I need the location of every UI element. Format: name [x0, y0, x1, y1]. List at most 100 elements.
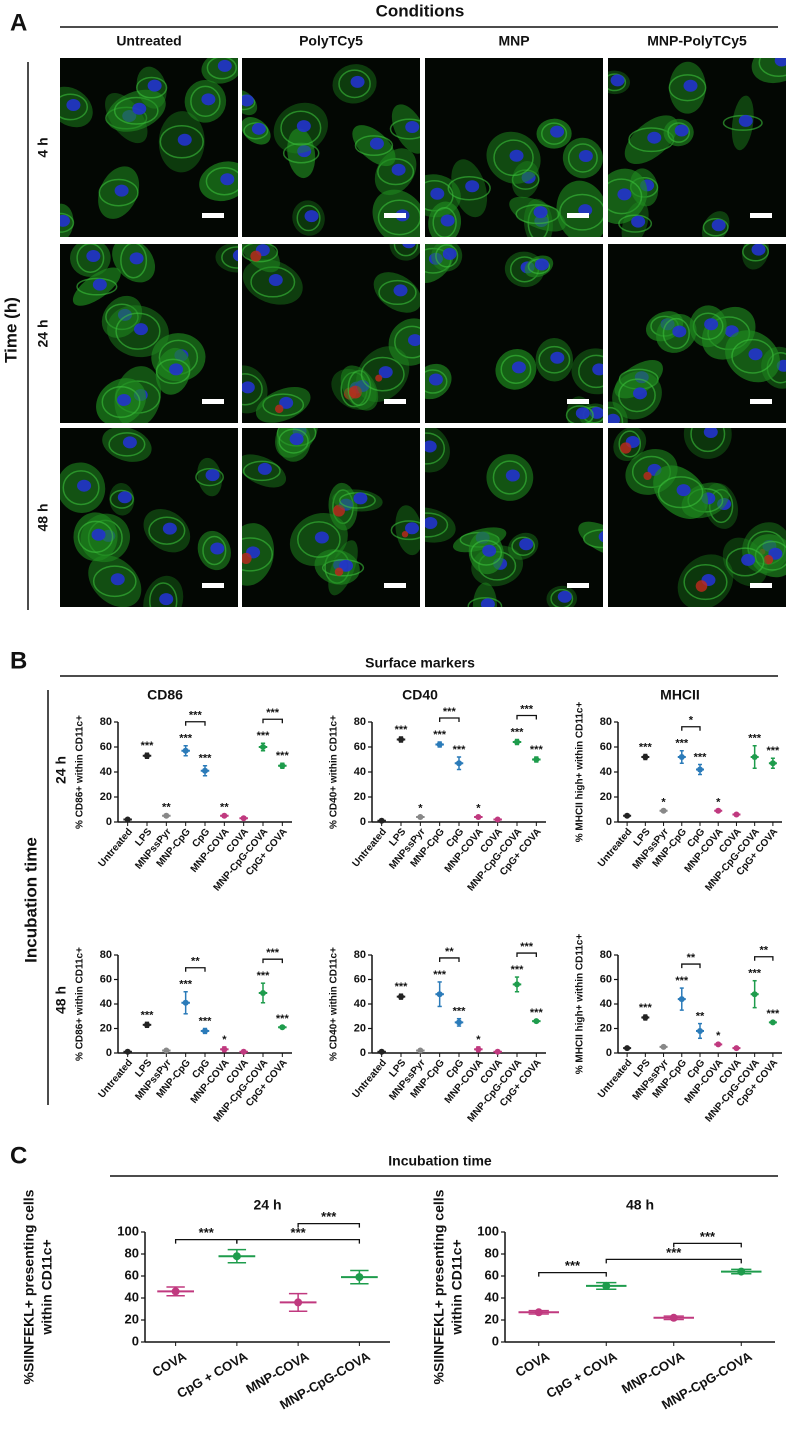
cell-edge	[690, 428, 726, 453]
y-tick-label: 20	[600, 791, 612, 803]
cell-edge	[731, 338, 774, 374]
micrograph	[608, 244, 786, 423]
significance: ***	[675, 738, 689, 750]
cell-edge	[725, 547, 765, 577]
nucleus	[91, 528, 106, 541]
cell-edge	[190, 85, 221, 117]
nucleus	[575, 407, 590, 420]
scale-bar	[384, 583, 406, 588]
nucleus	[177, 133, 192, 146]
cell-edge	[662, 317, 690, 350]
comparison-bracket	[673, 1242, 742, 1248]
y-tick-label: 80	[100, 949, 112, 961]
cell-edge	[432, 207, 457, 237]
micrograph	[608, 428, 786, 607]
cell-edge	[113, 96, 159, 125]
column-header: PolyTCy5	[299, 33, 363, 49]
nucleus	[159, 593, 174, 606]
red-signal	[401, 531, 409, 538]
significance: ***	[257, 730, 271, 742]
cell-edge	[98, 178, 139, 207]
cell-edge	[338, 69, 371, 99]
y-axis-label: %SIINFEKL+ presenting cells	[21, 1189, 37, 1384]
cell-edge	[608, 73, 627, 92]
nucleus	[297, 145, 312, 158]
cell-edge	[541, 122, 568, 145]
y-tick-label: 40	[125, 1289, 139, 1304]
cell-edge	[511, 536, 536, 556]
x-tick-label: Untreated	[596, 827, 634, 870]
y-tick-label: 80	[354, 716, 366, 728]
cells	[613, 428, 786, 607]
mean-point	[232, 1252, 241, 1261]
cell-edge	[242, 537, 274, 572]
scale-bar	[202, 583, 224, 588]
nucleus	[402, 244, 416, 249]
image-bg	[242, 244, 420, 423]
significance: ***	[675, 975, 689, 987]
panel-label: A	[10, 9, 27, 36]
cells	[60, 58, 238, 237]
y-axis-label: % MHCII high+ within CD11c+	[575, 934, 586, 1075]
cell-edge	[657, 476, 704, 509]
nucleus	[430, 187, 445, 200]
cell-edge	[120, 244, 148, 279]
nucleus	[534, 258, 549, 271]
cell-edge	[242, 244, 279, 263]
cell-edge	[205, 167, 238, 196]
cell-edge	[618, 214, 653, 233]
cells	[608, 58, 786, 237]
nucleus	[92, 278, 107, 291]
nucleus	[66, 98, 81, 111]
cell-edge	[447, 176, 491, 201]
y-tick-label: 0	[606, 816, 612, 828]
mean-point	[475, 1046, 482, 1053]
nucleus	[533, 206, 548, 219]
nucleus	[480, 598, 495, 607]
mean-point	[733, 1045, 740, 1052]
mean-point	[769, 760, 776, 767]
nucleus	[117, 308, 132, 321]
mean-point	[279, 762, 286, 769]
column-header: MNP	[498, 33, 529, 49]
mean-point	[642, 1014, 649, 1021]
micrograph	[60, 244, 238, 423]
mean-point	[697, 766, 703, 773]
row-header: 24 h	[53, 756, 69, 784]
column-header: CD86	[147, 687, 183, 703]
nucleus	[251, 122, 266, 135]
cell-edge	[515, 204, 560, 225]
micrograph	[242, 428, 420, 607]
y-tick-label: 60	[125, 1267, 139, 1282]
cells	[608, 244, 786, 423]
micrograph	[60, 58, 238, 237]
nucleus	[674, 124, 689, 137]
mean-point	[202, 767, 208, 774]
mean-point	[737, 1267, 746, 1276]
cell-edge	[354, 135, 394, 157]
nucleus	[598, 531, 603, 543]
significance: *	[716, 1030, 721, 1042]
x-tick-label: CpG + COVA	[174, 1348, 250, 1401]
cell-edge	[338, 492, 376, 509]
cell-edge	[500, 354, 532, 384]
y-tick-label: 20	[485, 1311, 499, 1326]
comparison-bracket	[297, 1222, 361, 1228]
micrograph	[425, 428, 603, 607]
mean-point	[751, 754, 758, 760]
nucleus	[703, 428, 718, 439]
mean-point	[171, 1287, 180, 1296]
cell-edge	[101, 385, 141, 419]
comparison-bracket	[605, 1258, 742, 1264]
cell-edge	[758, 58, 786, 77]
nucleus	[147, 79, 162, 92]
nucleus	[608, 413, 621, 423]
cells	[70, 244, 238, 423]
mean-point	[660, 807, 667, 814]
nucleus	[425, 440, 437, 453]
cell-edge	[492, 460, 527, 495]
nucleus	[60, 214, 71, 227]
scale-bar	[567, 213, 589, 218]
cell-edge	[578, 354, 603, 389]
cell-edge	[278, 428, 309, 454]
